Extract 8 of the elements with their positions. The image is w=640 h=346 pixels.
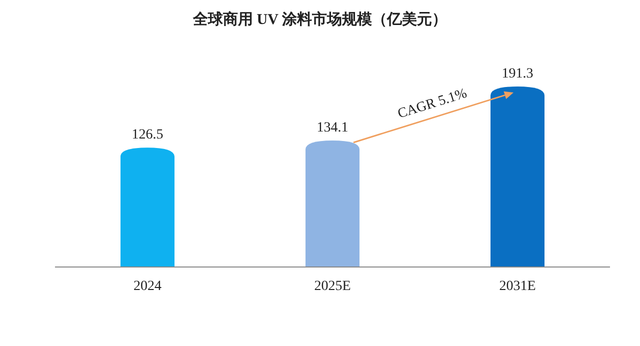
chart-title: 全球商用 UV 涂料市场规模（亿美元） [192,10,447,28]
x-tick-label: 2024 [134,279,162,294]
data-label: 126.5 [132,128,164,143]
annotation: CAGR 5.1% [396,86,470,122]
x-tick-label: 2025E [314,279,351,294]
data-label: 191.3 [502,66,534,82]
x-tick-label: 2031E [499,279,536,294]
data-label: 134.1 [316,120,348,136]
